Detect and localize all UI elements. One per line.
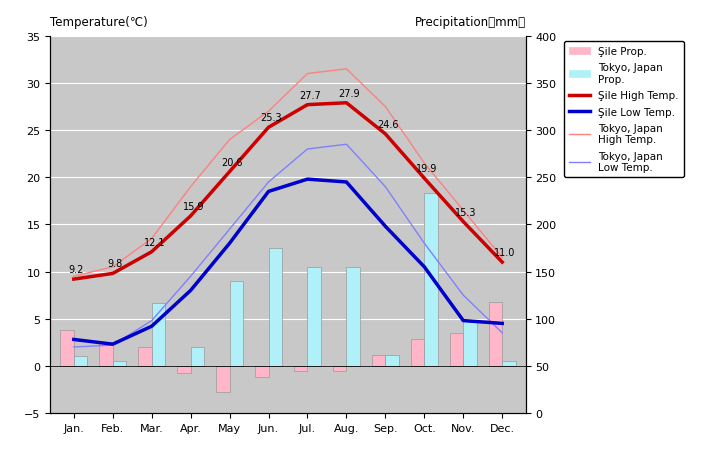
Bar xyxy=(230,281,243,366)
Tokyo, Japan
Low Temp. xyxy=(225,227,234,232)
Bar xyxy=(269,248,282,366)
Şile High Temp. xyxy=(459,219,467,225)
Tokyo, Japan
Low Temp. xyxy=(498,330,507,336)
Text: Precipitation（mm）: Precipitation（mm） xyxy=(415,16,526,29)
Line: Şile Low Temp.: Şile Low Temp. xyxy=(73,180,503,344)
Tokyo, Japan
Low Temp. xyxy=(69,344,78,350)
Bar xyxy=(489,302,503,366)
Text: 9.8: 9.8 xyxy=(108,259,123,269)
Şile Low Temp. xyxy=(381,224,390,230)
Şile High Temp. xyxy=(186,214,195,219)
Bar xyxy=(177,366,191,374)
Tokyo, Japan
Low Temp. xyxy=(459,293,467,298)
Bar xyxy=(450,333,463,366)
Bar xyxy=(424,194,438,366)
Legend: Şile Prop., Tokyo, Japan
Prop., Şile High Temp., Şile Low Temp., Tokyo, Japan
Hi: Şile Prop., Tokyo, Japan Prop., Şile Hig… xyxy=(564,42,684,178)
Tokyo, Japan
Low Temp. xyxy=(381,185,390,190)
Şile High Temp. xyxy=(381,132,390,137)
Bar xyxy=(99,342,113,366)
Text: 12.1: 12.1 xyxy=(144,237,165,247)
Şile High Temp. xyxy=(109,271,117,277)
Tokyo, Japan
High Temp. xyxy=(303,72,312,77)
Tokyo, Japan
Low Temp. xyxy=(148,318,156,324)
Bar xyxy=(372,355,385,366)
Tokyo, Japan
High Temp. xyxy=(225,137,234,143)
Text: 25.3: 25.3 xyxy=(261,113,282,123)
Line: Tokyo, Japan
Low Temp.: Tokyo, Japan Low Temp. xyxy=(73,145,503,347)
Bar xyxy=(463,321,477,366)
Bar xyxy=(191,347,204,366)
Line: Tokyo, Japan
High Temp.: Tokyo, Japan High Temp. xyxy=(73,70,503,277)
Tokyo, Japan
High Temp. xyxy=(264,109,273,115)
Bar xyxy=(346,267,360,366)
Tokyo, Japan
High Temp. xyxy=(148,236,156,242)
Tokyo, Japan
High Temp. xyxy=(109,264,117,270)
Text: 9.2: 9.2 xyxy=(69,264,84,274)
Tokyo, Japan
Low Temp. xyxy=(420,241,428,246)
Şile Low Temp. xyxy=(148,324,156,329)
Bar xyxy=(152,303,166,366)
Şile High Temp. xyxy=(264,125,273,131)
Bar xyxy=(385,355,399,366)
Şile Low Temp. xyxy=(420,264,428,270)
Şile High Temp. xyxy=(69,277,78,282)
Line: Şile High Temp.: Şile High Temp. xyxy=(73,104,503,280)
Bar xyxy=(73,357,87,366)
Text: Temperature(℃): Temperature(℃) xyxy=(50,16,148,29)
Şile Low Temp. xyxy=(109,341,117,347)
Text: 27.7: 27.7 xyxy=(300,90,321,101)
Şile Low Temp. xyxy=(459,318,467,324)
Tokyo, Japan
High Temp. xyxy=(69,274,78,280)
Text: 27.9: 27.9 xyxy=(338,89,360,99)
Tokyo, Japan
High Temp. xyxy=(498,255,507,261)
Text: 20.6: 20.6 xyxy=(222,157,243,167)
Bar xyxy=(503,361,516,366)
Text: 19.9: 19.9 xyxy=(416,164,438,174)
Bar xyxy=(60,330,73,366)
Tokyo, Japan
High Temp. xyxy=(186,185,195,190)
Tokyo, Japan
Low Temp. xyxy=(342,142,351,148)
Bar xyxy=(255,366,269,377)
Tokyo, Japan
High Temp. xyxy=(342,67,351,73)
Tokyo, Japan
High Temp. xyxy=(420,161,428,167)
Text: 15.9: 15.9 xyxy=(183,202,204,212)
Tokyo, Japan
Low Temp. xyxy=(109,342,117,348)
Şile Low Temp. xyxy=(342,180,351,185)
Text: 24.6: 24.6 xyxy=(377,120,399,129)
Text: 15.3: 15.3 xyxy=(455,207,477,217)
Şile High Temp. xyxy=(498,260,507,265)
Bar xyxy=(333,366,346,371)
Bar xyxy=(410,340,424,366)
Bar xyxy=(294,366,307,371)
Şile Low Temp. xyxy=(303,177,312,183)
Şile High Temp. xyxy=(303,103,312,108)
Bar xyxy=(307,267,321,366)
Tokyo, Japan
High Temp. xyxy=(459,208,467,213)
Tokyo, Japan
Low Temp. xyxy=(303,147,312,152)
Tokyo, Japan
Low Temp. xyxy=(186,274,195,280)
Bar xyxy=(138,347,152,366)
Şile High Temp. xyxy=(225,169,234,175)
Şile Low Temp. xyxy=(186,288,195,294)
Şile High Temp. xyxy=(148,249,156,255)
Şile High Temp. xyxy=(342,101,351,106)
Tokyo, Japan
Low Temp. xyxy=(264,180,273,185)
Şile High Temp. xyxy=(420,176,428,182)
Şile Low Temp. xyxy=(264,189,273,195)
Şile Low Temp. xyxy=(69,337,78,342)
Tokyo, Japan
High Temp. xyxy=(381,105,390,110)
Şile Low Temp. xyxy=(225,241,234,246)
Bar xyxy=(113,361,126,366)
Bar xyxy=(216,366,230,392)
Şile Low Temp. xyxy=(498,321,507,326)
Text: 11.0: 11.0 xyxy=(495,248,516,257)
